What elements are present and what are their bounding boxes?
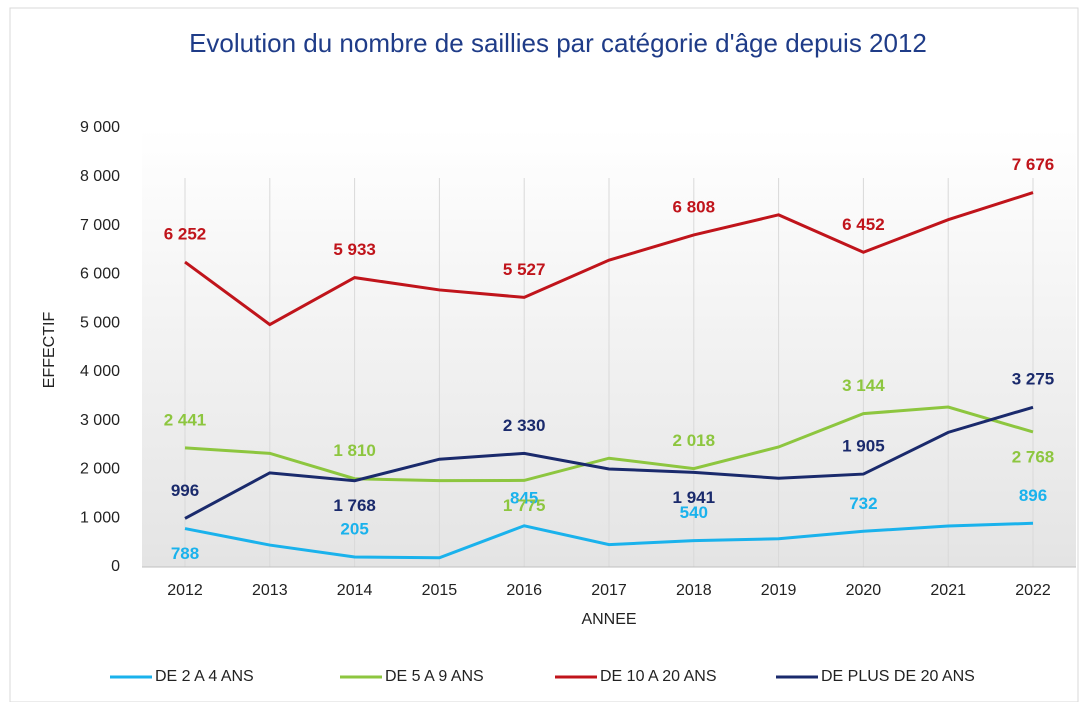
data-label: 845 (510, 488, 538, 507)
data-label: 7 676 (1012, 155, 1055, 174)
data-label: 788 (171, 544, 199, 563)
data-label: 5 527 (503, 260, 546, 279)
data-label: 996 (171, 481, 199, 500)
chart-frame (9, 7, 1079, 702)
y-tick-label: 6 000 (80, 266, 120, 283)
data-label: 2 018 (673, 431, 716, 450)
data-label: 732 (849, 494, 877, 513)
x-tick-label: 2022 (1015, 582, 1051, 599)
x-tick-label: 2013 (252, 582, 288, 599)
y-tick-label: 4 000 (80, 363, 120, 380)
y-tick-label: 7 000 (80, 217, 120, 234)
x-tick-label: 2018 (676, 582, 712, 599)
data-label: 1 941 (673, 488, 716, 507)
y-tick-label: 2 000 (80, 461, 120, 478)
data-label: 2 768 (1012, 447, 1055, 466)
x-tick-label: 2020 (846, 582, 882, 599)
y-tick-label: 1 000 (80, 509, 120, 526)
data-label: 1 775 (503, 496, 546, 515)
data-label: 6 808 (673, 197, 716, 216)
series-line (184, 405, 1034, 520)
y-tick-label: 3 000 (80, 412, 120, 429)
legend-label: DE 10 A 20 ANS (600, 668, 717, 685)
data-label: 6 252 (164, 225, 207, 244)
data-label: 896 (1019, 486, 1047, 505)
x-axis-label: ANNEE (581, 611, 636, 628)
data-label: 540 (680, 503, 708, 522)
y-tick-label: 0 (111, 558, 120, 575)
chart-title: Evolution du nombre de saillies par caté… (189, 28, 927, 58)
y-tick-label: 5 000 (80, 314, 120, 331)
legend-label: DE PLUS DE 20 ANS (821, 668, 975, 685)
data-label: 2 441 (164, 410, 207, 429)
y-tick-label: 8 000 (80, 168, 120, 185)
data-label: 1 768 (333, 496, 376, 515)
data-label: 5 933 (333, 240, 376, 259)
series-line (184, 521, 1034, 560)
data-label: 6 452 (842, 215, 885, 234)
legend-label: DE 5 A 9 ANS (385, 668, 484, 685)
legend-label: DE 2 A 4 ANS (155, 668, 254, 685)
data-label: 1 810 (333, 441, 376, 460)
y-tick-label: 9 000 (80, 119, 120, 136)
x-tick-label: 2021 (930, 582, 966, 599)
y-axis-label: EFFECTIF (41, 312, 58, 389)
x-tick-label: 2016 (506, 582, 542, 599)
x-tick-label: 2015 (422, 582, 458, 599)
data-label: 205 (340, 519, 368, 538)
x-tick-label: 2014 (337, 582, 373, 599)
data-label: 2 330 (503, 416, 546, 435)
data-label: 3 275 (1012, 370, 1055, 389)
x-tick-label: 2019 (761, 582, 797, 599)
data-label: 3 144 (842, 376, 885, 395)
x-tick-label: 2012 (167, 582, 203, 599)
x-tick-label: 2017 (591, 582, 627, 599)
series-line (184, 191, 1034, 327)
series-line (184, 405, 1034, 483)
data-label: 1 905 (842, 437, 885, 456)
